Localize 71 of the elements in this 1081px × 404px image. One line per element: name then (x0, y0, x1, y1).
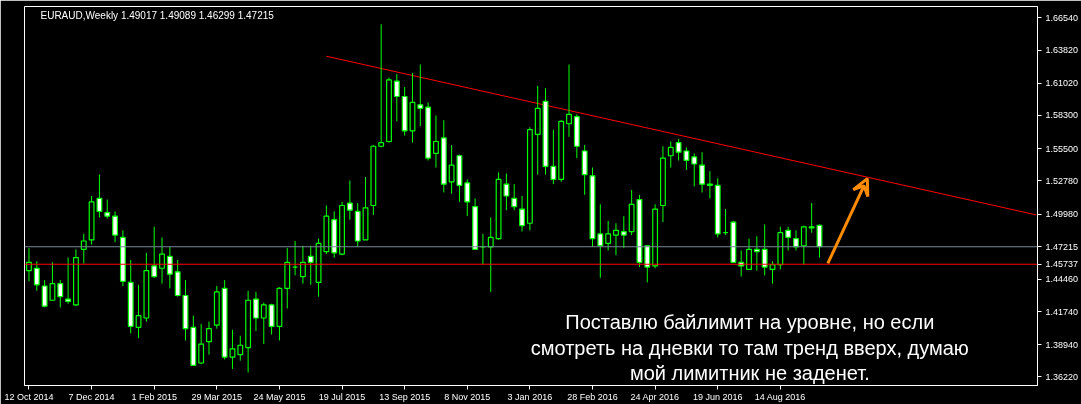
annotation: Поставлю байлимит на уровне, но если смотреть на дневки то там тренд вверх, думаю мой лимитник не заденет. (530, 311, 969, 384)
candlestick (237, 335, 244, 362)
y-tick-label: 1.52780 (1045, 175, 1079, 186)
y-tick-label: 1.38940 (1045, 339, 1079, 350)
candlestick (151, 226, 158, 279)
x-tick-label: 24 May 2015 (253, 391, 306, 402)
candlestick (785, 226, 792, 251)
x-tick-label: 3 Jan 2016 (507, 391, 553, 402)
candlestick (597, 203, 604, 279)
candlestick (378, 23, 385, 148)
candlestick (433, 114, 439, 169)
y-tick-label: 1.58300 (1045, 110, 1079, 121)
candlestick (464, 178, 471, 217)
candlestick (620, 215, 627, 249)
candlestick (667, 141, 674, 169)
candlestick (307, 245, 314, 286)
x-tick-label: 19 Jun 2016 (692, 391, 743, 402)
candlestick (691, 152, 698, 188)
candlestick (198, 323, 205, 365)
candlestick (605, 220, 612, 251)
y-tick-label: 1.49980 (1045, 209, 1079, 219)
candlestick (487, 216, 494, 293)
x-tick-label: 19 Jul 2015 (318, 391, 366, 402)
candlestick (346, 180, 353, 221)
x-tick-label: 28 Feb 2016 (567, 391, 618, 402)
x-tick-label: 8 Nov 2015 (444, 391, 491, 402)
candlestick (112, 210, 119, 243)
candlestick (613, 222, 619, 256)
x-tick-label: 14 Aug 2016 (754, 391, 806, 402)
y-tick-label: 1.55500 (1045, 143, 1079, 154)
y-tick-label: 1.44460 (1045, 274, 1079, 285)
chart-title: EURAUD,Weekly 1.49017 1.49089 1.46299 1.47215 (40, 9, 275, 21)
x-tick-label: 1 Feb 2015 (131, 391, 177, 402)
y-tick-label: 1.41740 (1045, 306, 1079, 317)
candlestick (260, 302, 267, 345)
y-tick-label: 1.36220 (1045, 371, 1079, 382)
candlestick (793, 229, 799, 251)
ref-line-label: 1.45737 (1045, 259, 1079, 270)
candlestick (746, 238, 752, 271)
x-tick-label: 12 Oct 2014 (4, 391, 54, 402)
candlestick (206, 321, 212, 356)
candlestick (253, 291, 259, 332)
candlestick (33, 260, 40, 292)
candlestick (581, 144, 588, 196)
x-tick-label: 7 Dec 2014 (68, 391, 115, 402)
candlestick (800, 225, 807, 266)
candlestick (550, 129, 557, 185)
candlestick (644, 245, 651, 283)
candlestick (57, 279, 64, 308)
candlestick (706, 170, 713, 199)
candlestick (174, 259, 181, 298)
candlestick (417, 64, 424, 127)
candlestick (393, 73, 400, 122)
candlestick (519, 195, 525, 233)
x-tick-label: 29 Mar 2015 (191, 391, 243, 402)
candlestick (761, 223, 768, 276)
y-tick-label: 1.63820 (1045, 45, 1079, 56)
candlestick (753, 235, 760, 272)
x-tick-label: 24 Apr 2016 (630, 391, 680, 402)
candlestick (566, 64, 572, 138)
candlestick (511, 183, 518, 211)
candlestick (166, 246, 173, 289)
candlestick (104, 199, 111, 219)
ref-line-label: 1.47215 (1045, 241, 1079, 252)
candlestick (699, 151, 706, 193)
candlestick (65, 257, 72, 305)
y-tick-label: 1.66540 (1045, 12, 1079, 23)
candlestick (159, 236, 165, 285)
x-tick-label: 13 Sep 2015 (379, 391, 431, 402)
y-tick-label: 1.61020 (1045, 78, 1079, 89)
candlestick (299, 245, 306, 285)
